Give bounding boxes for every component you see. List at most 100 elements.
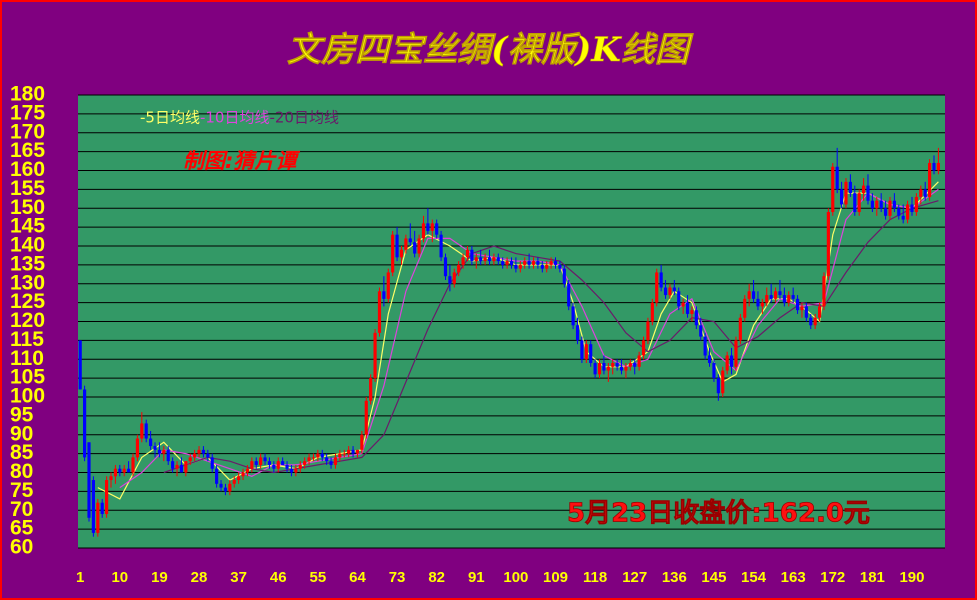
y-tick-label: 75 <box>10 479 34 502</box>
candle-body <box>848 181 852 194</box>
candle-body <box>443 257 448 277</box>
x-tick-label: 190 <box>899 569 924 586</box>
candle-body <box>769 295 773 299</box>
candle-body <box>276 461 280 469</box>
x-tick-label: 1 <box>76 569 84 586</box>
candle-body <box>884 208 888 216</box>
candle-body <box>184 461 188 473</box>
y-tick-label: 180 <box>10 83 45 106</box>
candle-body <box>562 268 566 284</box>
candle-body <box>619 366 624 371</box>
candle-body <box>721 370 725 394</box>
candle-body <box>413 242 417 254</box>
candle-body <box>734 340 738 367</box>
candle-body <box>681 302 685 307</box>
candle-body <box>509 261 514 265</box>
y-tick-label: 65 <box>10 517 34 540</box>
candle-body <box>553 261 558 265</box>
candles <box>78 147 940 537</box>
y-tick-label: 60 <box>10 536 33 559</box>
candle-body <box>584 344 588 360</box>
candle-body <box>795 298 800 311</box>
candle-body <box>492 257 496 262</box>
candle-body <box>738 317 742 341</box>
candle-body <box>307 457 311 462</box>
y-tick-label: 100 <box>10 385 45 408</box>
candle-body <box>320 453 324 458</box>
candle-body <box>888 200 892 216</box>
candle-body <box>474 257 478 262</box>
x-tick-label: 127 <box>622 569 647 586</box>
candle-body <box>303 461 307 465</box>
candle-body <box>232 480 236 484</box>
candle-body <box>228 483 232 492</box>
candle-body <box>259 457 263 465</box>
candle-body <box>919 189 923 197</box>
candle-body <box>96 502 100 533</box>
y-tick-label: 70 <box>10 498 33 521</box>
candle-body <box>558 264 562 269</box>
candle-body <box>206 453 210 458</box>
y-tick-label: 175 <box>10 101 45 124</box>
candle-body <box>78 340 82 390</box>
candle-body <box>377 291 382 333</box>
candle-body <box>171 461 175 469</box>
candle-body <box>404 238 408 250</box>
x-tick-label: 82 <box>428 569 445 586</box>
x-tick-label: 172 <box>820 569 845 586</box>
x-tick-label: 145 <box>701 569 726 586</box>
candle-body <box>914 196 918 213</box>
y-tick-label: 150 <box>10 196 45 219</box>
candle-body <box>756 298 760 307</box>
candle-body <box>281 461 285 465</box>
candle-body <box>342 453 346 455</box>
legend-entry: -20日均线 <box>269 109 339 127</box>
candle-body <box>105 480 109 515</box>
candle-body <box>760 302 764 307</box>
y-tick-label: 120 <box>10 309 45 332</box>
candle-body <box>606 366 610 371</box>
candle-body <box>351 449 355 454</box>
candle-body <box>844 181 848 205</box>
candle-body <box>751 291 756 299</box>
candle-body <box>364 400 368 435</box>
candle-body <box>153 446 157 450</box>
legend-entry: -10日均线 <box>200 109 270 127</box>
y-tick-label: 165 <box>10 139 45 162</box>
author-note: 制图:猜片谭 <box>183 149 300 173</box>
candle-body <box>461 257 465 265</box>
candle-body <box>452 272 456 284</box>
candle-body <box>593 363 597 375</box>
y-tick-label: 135 <box>10 252 45 275</box>
candle-body <box>448 276 452 284</box>
candle-body <box>316 453 320 458</box>
x-tick-label: 109 <box>543 569 568 586</box>
candle-body <box>580 340 584 360</box>
candle-body <box>505 261 509 265</box>
candle-body <box>131 457 135 473</box>
candle-body <box>219 483 223 488</box>
candle-body <box>188 457 192 462</box>
candle-body <box>624 366 628 371</box>
candle-body <box>426 223 430 231</box>
candle-body <box>906 204 910 220</box>
candle-body <box>382 291 386 299</box>
y-tick-label: 170 <box>10 120 45 143</box>
candle-body <box>870 200 874 209</box>
candle-body <box>347 449 351 454</box>
candle-body <box>782 295 786 303</box>
candle-body <box>875 200 879 209</box>
candle-body <box>575 325 580 341</box>
candle-body <box>545 264 549 269</box>
candle-body <box>175 464 179 469</box>
candle-body <box>435 223 439 235</box>
candle-body <box>144 423 148 439</box>
candle-body <box>523 261 527 265</box>
y-tick-label: 160 <box>10 158 45 181</box>
candle-body <box>677 291 681 307</box>
candle-body <box>386 272 390 299</box>
x-tick-label: 100 <box>503 569 528 586</box>
candle-body <box>826 212 830 277</box>
candle-body <box>778 291 782 296</box>
